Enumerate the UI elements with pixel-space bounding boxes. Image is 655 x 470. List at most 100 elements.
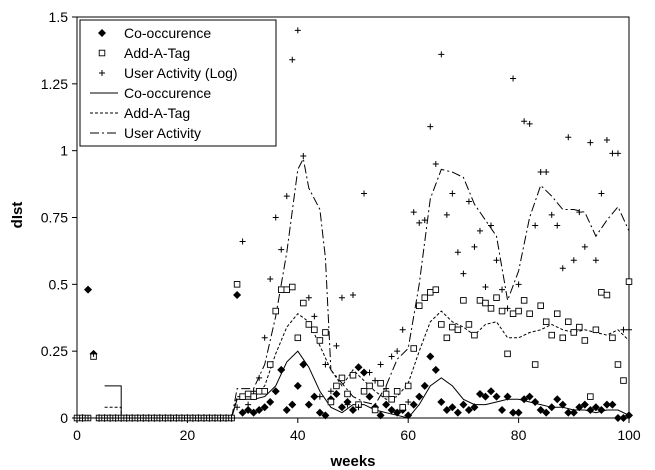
data-point xyxy=(90,350,97,357)
data-point xyxy=(487,305,495,312)
data-point xyxy=(261,388,268,395)
data-point xyxy=(387,405,396,414)
data-point xyxy=(503,392,512,401)
data-point xyxy=(460,297,467,304)
data-point xyxy=(514,408,523,417)
data-point xyxy=(321,411,330,420)
data-point xyxy=(327,388,334,395)
data-point xyxy=(151,415,158,421)
data-point xyxy=(592,326,600,334)
data-point xyxy=(350,292,356,299)
data-point xyxy=(464,405,473,414)
series-line-user-activity xyxy=(231,157,630,419)
data-point xyxy=(249,408,258,417)
data-point xyxy=(293,381,302,390)
data-point xyxy=(493,257,500,264)
data-point xyxy=(305,321,313,328)
data-point xyxy=(537,169,544,176)
legend-marker-swatch xyxy=(99,70,105,76)
data-point xyxy=(493,294,500,301)
data-point xyxy=(322,329,329,336)
data-point xyxy=(542,408,551,417)
data-point xyxy=(553,395,562,404)
data-point xyxy=(454,249,461,256)
data-point xyxy=(581,337,589,344)
data-point xyxy=(619,414,628,422)
legend-entry: Co-occurence xyxy=(90,85,211,101)
data-point xyxy=(250,388,257,395)
legend-marker-swatch xyxy=(98,29,106,37)
data-point xyxy=(239,238,246,245)
y-tick-label: 0 xyxy=(60,410,68,426)
data-point xyxy=(613,414,622,422)
legend-label: User Activity xyxy=(124,125,201,141)
data-point xyxy=(404,382,412,390)
data-point xyxy=(189,415,196,421)
data-point xyxy=(620,377,627,384)
data-point xyxy=(388,396,395,403)
data-point xyxy=(531,397,540,406)
data-point xyxy=(482,284,489,291)
data-point xyxy=(437,397,446,406)
data-point xyxy=(569,408,578,417)
data-point xyxy=(603,136,610,143)
data-point xyxy=(388,353,395,360)
x-tick-label: 20 xyxy=(180,427,196,443)
data-point xyxy=(564,408,573,417)
legend-label: User Activity (Log) xyxy=(124,65,238,81)
data-point xyxy=(393,408,402,417)
data-point xyxy=(410,209,417,216)
data-point xyxy=(344,401,351,408)
data-point xyxy=(598,289,605,296)
legend-marker-swatch xyxy=(98,49,106,57)
data-point xyxy=(233,291,242,300)
data-point xyxy=(217,415,224,421)
data-point xyxy=(576,209,583,216)
data-point xyxy=(206,415,213,421)
data-point xyxy=(129,415,136,421)
data-point xyxy=(476,297,484,304)
data-point xyxy=(311,313,318,320)
data-point xyxy=(481,392,490,401)
data-point xyxy=(404,411,413,420)
data-point xyxy=(442,405,451,414)
data-point xyxy=(405,398,412,405)
y-tick-label: 0.75 xyxy=(41,210,68,226)
data-point xyxy=(140,415,147,421)
data-point xyxy=(316,337,324,344)
data-point xyxy=(282,405,291,414)
data-point xyxy=(443,211,450,218)
data-point xyxy=(531,361,539,368)
data-point xyxy=(432,286,440,293)
data-point xyxy=(228,415,235,421)
data-point xyxy=(520,395,529,404)
data-point xyxy=(547,403,556,412)
data-point xyxy=(465,321,473,328)
data-point xyxy=(587,393,594,400)
data-point xyxy=(223,415,230,421)
data-point xyxy=(592,257,599,264)
series-line-add-a-tag xyxy=(104,310,630,419)
y-tick-label: 0.5 xyxy=(49,276,69,292)
data-point xyxy=(427,289,434,296)
data-point xyxy=(570,257,577,264)
legend-label: Co-occurence xyxy=(124,85,211,101)
data-point xyxy=(459,400,468,409)
data-point xyxy=(112,415,119,421)
data-point xyxy=(300,299,307,307)
data-point xyxy=(609,334,616,342)
data-point xyxy=(471,243,478,250)
data-point xyxy=(382,390,390,398)
data-point xyxy=(305,294,312,301)
data-point xyxy=(427,123,434,130)
data-point xyxy=(244,390,252,398)
data-point xyxy=(614,150,621,157)
data-point xyxy=(570,329,578,336)
data-point xyxy=(304,400,313,409)
data-point xyxy=(337,403,346,412)
data-point xyxy=(233,281,241,288)
legend-entry: User Activity (Log) xyxy=(99,65,238,81)
data-point xyxy=(515,307,522,315)
data-point xyxy=(548,331,555,339)
data-point xyxy=(349,371,357,379)
